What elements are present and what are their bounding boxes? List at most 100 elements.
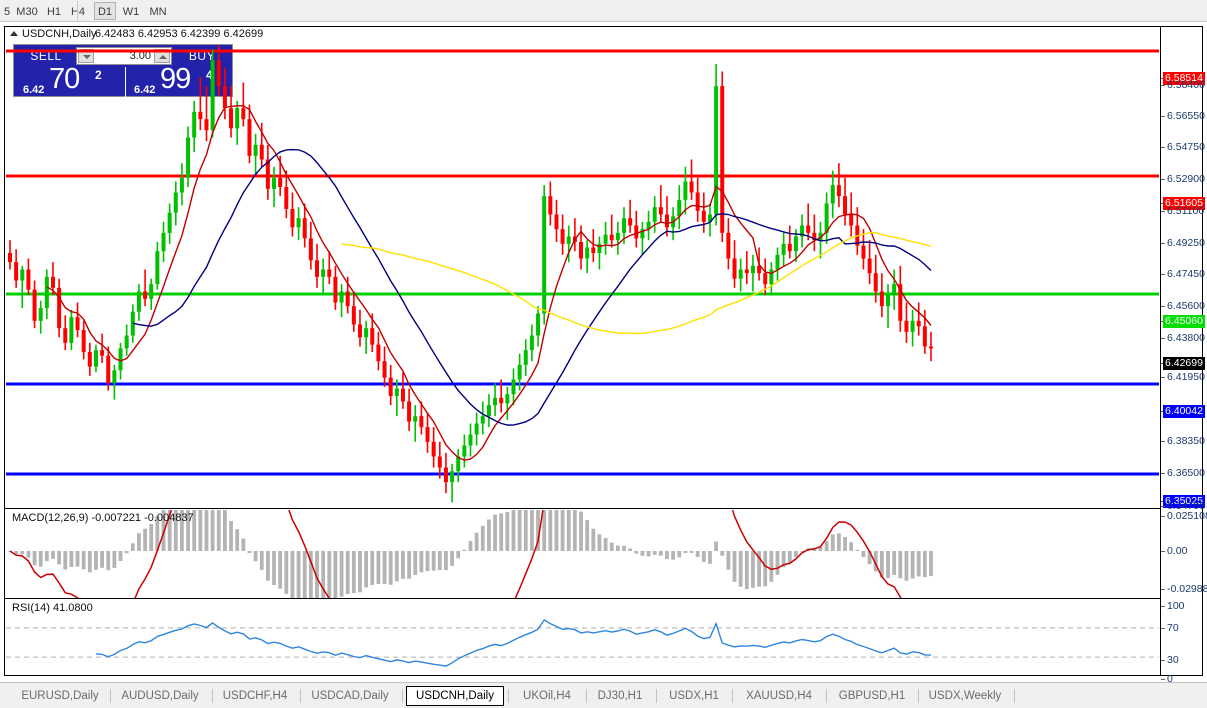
price-scale-tick [1161, 441, 1165, 442]
price-scale-tick [1161, 116, 1165, 117]
price-scale-label: 6.54750 [1167, 141, 1205, 153]
price-scale-label: 6.49250 [1167, 237, 1205, 249]
symbol-tab-xauusd-h4[interactable]: XAUUSD,H4 [746, 690, 812, 702]
chart-ohlc-values: 6.42483 6.42953 6.42399 6.42699 [95, 28, 264, 40]
symbol-tab-usdchf-h4[interactable]: USDCHF,H4 [222, 690, 288, 702]
symbol-tab-usdcad-daily[interactable]: USDCAD,Daily [311, 690, 389, 702]
symbol-tab-bar: EURUSD,Daily AUDUSD,Daily USDCHF,H4 USDCAD,… [0, 682, 1207, 708]
price-scale-label: 6.52900 [1167, 173, 1205, 185]
macd-label: MACD(12,26,9) -0.007221 -0.004837 [12, 512, 194, 524]
chart-window: USDCNH,Daily 6.42483 6.42953 6.42399 6.4… [4, 26, 1207, 700]
volume-value[interactable]: 3.00 [129, 50, 151, 62]
symbol-tab-dj30-h1[interactable]: DJ30,H1 [597, 690, 643, 702]
price-scale-tick [1161, 606, 1165, 607]
toolbar-divider [77, 1, 78, 21]
macd-plot [8, 510, 933, 598]
price-scale-label: 6.43800 [1167, 332, 1205, 344]
price-scale-tick [1161, 306, 1165, 307]
price-scale-label: 100 [1167, 600, 1185, 612]
price-scale-tick [1161, 85, 1165, 86]
price-scale-tick [1161, 211, 1165, 212]
price-scale-tick [1161, 679, 1165, 680]
price-scale-label: 70 [1167, 622, 1179, 634]
price-scale-highlight-label: 6.45060 [1163, 315, 1205, 328]
timeframe-button-d1[interactable]: D1 [94, 2, 116, 20]
price-scale[interactable]: 6.58514 6.58400 6.56550 6.54750 6.52900 6.516… [1160, 27, 1207, 685]
price-scale-tick [1161, 506, 1165, 507]
tab-divider [918, 689, 919, 703]
ma-mid-line [132, 148, 932, 426]
pane-separator-macd [5, 508, 1202, 509]
price-chart-pane[interactable] [6, 42, 1159, 506]
buy-price-fraction: 4 [206, 68, 213, 82]
candles-group [8, 45, 933, 503]
price-scale-tick [1161, 243, 1165, 244]
price-scale-label: -0.029883 [1167, 583, 1207, 595]
symbol-tab-gbpusd-h1[interactable]: GBPUSD,H1 [838, 690, 906, 702]
price-scale-tick [1161, 551, 1165, 552]
price-scale-label: 0 [1167, 673, 1173, 685]
ma-slow-line [341, 231, 932, 335]
price-scale-highlight-label: 6.42699 [1163, 357, 1205, 370]
price-scale-tick [1161, 179, 1165, 180]
tab-divider [300, 689, 301, 703]
price-scale-label: 6.56550 [1167, 110, 1205, 122]
tab-divider [826, 689, 827, 703]
symbol-tab-usdcnh-daily[interactable]: USDCNH,Daily [406, 686, 504, 706]
tab-divider [508, 689, 509, 703]
symbol-tab-usdx-h1[interactable]: USDX,H1 [669, 690, 719, 702]
symbol-tab-eurusd-daily[interactable]: EURUSD,Daily [21, 690, 99, 702]
rsi-indicator-pane[interactable] [6, 600, 1159, 684]
price-scale-tick [1161, 473, 1165, 474]
timeframe-button-mn[interactable]: MN [149, 6, 167, 18]
macd-indicator-pane[interactable] [6, 510, 1159, 598]
timeframe-toolbar: 5 M30 H1 H4 D1 W1 MN [0, 0, 1207, 22]
timeframe-button-5[interactable]: 5 [3, 6, 11, 18]
price-scale-label: 6.51100 [1167, 205, 1205, 217]
timeframe-button-m30[interactable]: M30 [16, 6, 38, 18]
buy-price-main: 99 [160, 67, 191, 95]
tab-divider [1014, 689, 1015, 703]
price-scale-label: 6.34700 [1167, 500, 1205, 512]
price-scale-tick [1161, 377, 1165, 378]
price-scale-label: 6.38350 [1167, 435, 1205, 447]
timeframe-button-w1[interactable]: W1 [122, 6, 140, 18]
price-scale-highlight-label: 6.35025 [1163, 495, 1205, 508]
sell-price-prefix: 6.42 [23, 84, 45, 96]
tab-divider [402, 689, 403, 703]
price-scale-tick [1161, 274, 1165, 275]
price-scale-label: 6.45600 [1167, 300, 1205, 312]
sell-price-fraction: 2 [95, 68, 102, 82]
timeframe-button-h4[interactable]: H4 [70, 6, 86, 18]
sell-price-display[interactable]: 6.42 70 2 [15, 67, 123, 98]
chart-header: USDCNH,Daily 6.42483 6.42953 6.42399 6.4… [5, 27, 1160, 42]
symbol-tab-ukoil-h4[interactable]: UKOil,H4 [523, 690, 571, 702]
price-scale-label: 6.58400 [1167, 79, 1205, 91]
buy-price-prefix: 6.42 [134, 84, 156, 96]
price-scale-highlight-label: 6.40042 [1163, 405, 1205, 418]
price-scale-label: 6.41950 [1167, 371, 1205, 383]
price-scale-label: 0.00 [1167, 545, 1188, 557]
chevron-down-icon [83, 55, 91, 59]
ma-fast-line [46, 105, 932, 461]
sell-price-main: 70 [49, 67, 80, 95]
tab-divider [732, 689, 733, 703]
macd-signal-line [9, 510, 902, 598]
rsi-plot [6, 618, 1159, 667]
symbol-tab-usdx-weekly[interactable]: USDX,Weekly [928, 690, 1002, 702]
rsi-line [95, 618, 932, 667]
timeframe-button-h1[interactable]: H1 [46, 6, 62, 18]
macd-histogram [8, 510, 933, 598]
tab-divider [110, 689, 111, 703]
price-scale-tick [1161, 516, 1165, 517]
price-scale-tick [1161, 628, 1165, 629]
price-scale-tick [1161, 660, 1165, 661]
rsi-label: RSI(14) 41.0800 [12, 602, 93, 614]
symbol-tab-audusd-daily[interactable]: AUDUSD,Daily [121, 690, 199, 702]
buy-price-display[interactable]: 6.42 99 4 [125, 67, 233, 98]
candlestick-plot [6, 45, 1159, 503]
triangle-up-icon[interactable] [10, 31, 18, 36]
chevron-up-icon [159, 55, 167, 59]
tab-divider [656, 689, 657, 703]
tab-divider [586, 689, 587, 703]
